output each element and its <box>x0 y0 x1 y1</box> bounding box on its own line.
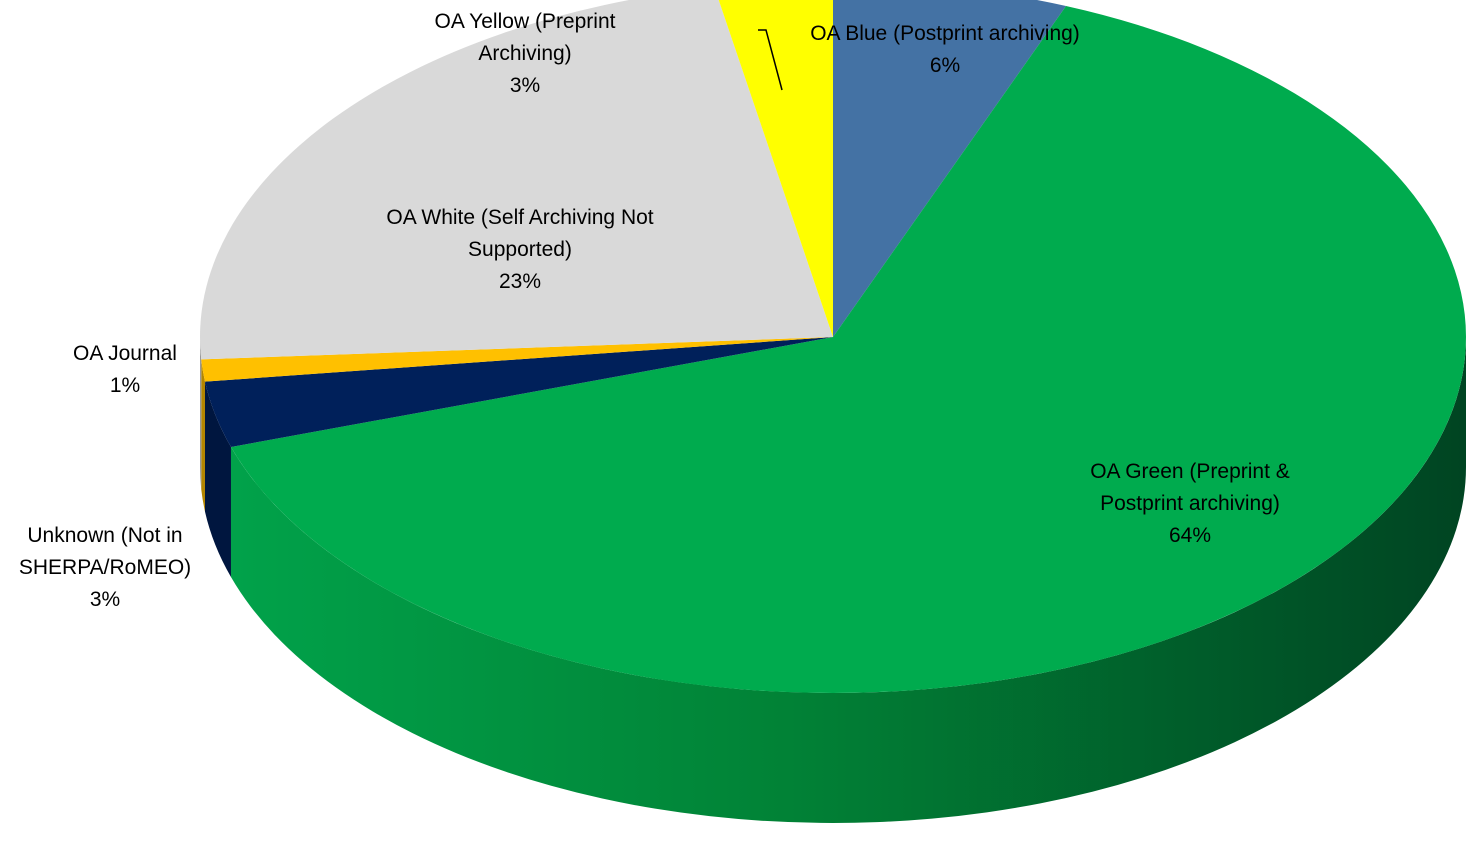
slice-name-line: OA Blue (Postprint archiving) <box>810 22 1080 45</box>
slice-label-unknown: Unknown (Not in SHERPA/RoMEO) 3% <box>0 520 210 616</box>
pie-slice-oa-blue-postprint-archiving <box>833 0 1067 337</box>
slice-name-line: OA Journal <box>73 342 177 365</box>
slice-label-oa-white: OA White (Self Archiving Not Supported) … <box>340 202 700 298</box>
slice-name-line: Archiving) <box>478 42 572 65</box>
slice-percent: 1% <box>109 374 141 397</box>
pie-slice-oa-white-self-archiving-not-supported <box>200 0 833 360</box>
slice-label-oa-journal: OA Journal 1% <box>50 338 200 402</box>
pie-slice-oa-yellow-preprint-archiving <box>718 0 833 337</box>
pie-side-oa-green-preprint-postprint-archiving <box>230 337 1466 823</box>
slice-name-line: Postprint archiving) <box>1100 492 1280 515</box>
slice-label-oa-green: OA Green (Preprint & Postprint archiving… <box>1020 456 1360 552</box>
slice-percent: 3% <box>509 74 541 97</box>
pie-side-oa-journal <box>201 359 205 512</box>
slice-name-line: OA Green (Preprint & <box>1090 460 1290 483</box>
slice-percent: 3% <box>89 588 121 611</box>
slice-name-line: OA Yellow (Preprint <box>434 10 616 33</box>
slice-percent: 64% <box>1168 524 1212 547</box>
leader-line-oa-blue <box>758 29 783 91</box>
pie-slice-oa-green-preprint-postprint-archiving <box>230 5 1466 693</box>
slice-percent: 6% <box>929 54 961 77</box>
slice-label-oa-blue: OA Blue (Postprint archiving) 6% <box>710 18 1180 82</box>
slice-name-line: Unknown (Not in <box>27 524 183 547</box>
pie-side-unknown-not-in-sherpa-romeo <box>204 381 231 578</box>
pie-side-oa-white-self-archiving-not-supported <box>200 337 202 490</box>
slice-name-line: SHERPA/RoMEO) <box>18 556 192 579</box>
slice-label-oa-yellow: OA Yellow (Preprint Archiving) 3% <box>400 6 650 102</box>
pie-slice-oa-journal <box>201 337 833 382</box>
slice-name-line: OA White (Self Archiving Not <box>386 206 654 229</box>
slice-name-line: Supported) <box>468 238 572 261</box>
slice-percent: 23% <box>498 270 542 293</box>
pie-slice-unknown-not-in-sherpa-romeo <box>204 337 833 448</box>
